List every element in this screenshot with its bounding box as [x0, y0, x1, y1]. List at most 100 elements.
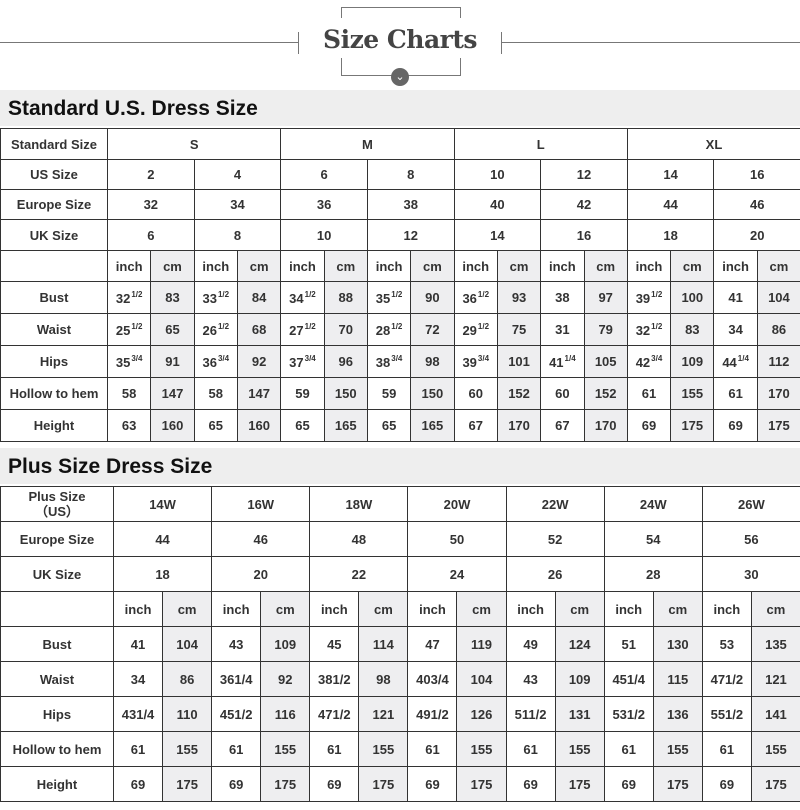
- value-cell-text: 150: [421, 386, 444, 401]
- row-label: UK Size: [0, 219, 108, 251]
- value-cell: 119: [456, 626, 507, 662]
- value-cell: 31: [540, 313, 585, 346]
- value-cell-text: 69: [327, 776, 342, 792]
- unit-cell-text: cm: [570, 601, 590, 617]
- value-cell-text: 116: [274, 706, 296, 722]
- value-cell-text: 69: [728, 418, 743, 433]
- value-cell: 59: [280, 377, 325, 410]
- value-cell: 381/2: [309, 661, 360, 697]
- size-cell-text: 16: [576, 227, 592, 243]
- unit-cell: cm: [260, 591, 311, 627]
- page-title: Size Charts: [323, 25, 477, 54]
- size-cell: 30: [701, 556, 800, 592]
- value-cell: 155: [670, 377, 715, 410]
- size-cell: 26: [505, 556, 605, 592]
- value-cell: 69: [603, 766, 654, 802]
- size-cell-text: 10: [490, 167, 505, 182]
- value-cell: 441/4: [713, 345, 758, 378]
- unit-cell: inch: [112, 591, 164, 627]
- fraction: 1/2: [391, 321, 403, 331]
- value-cell: 65: [150, 313, 195, 346]
- value-cell: 175: [756, 409, 800, 442]
- size-cell: 14W: [112, 486, 213, 522]
- size-cell: 4: [193, 159, 282, 190]
- size-cell-text: 18: [663, 227, 678, 243]
- value-cell: 61: [407, 731, 458, 767]
- value-cell: 155: [750, 731, 800, 767]
- measurement-row: Waist 34 86 361/4 92 381/2 98 403/4 104 43 109 451/…: [0, 661, 800, 697]
- value-cell: 150: [323, 377, 368, 410]
- size-cell: 16W: [211, 486, 311, 522]
- size-cell: 20: [713, 219, 800, 251]
- value-cell: 124: [554, 626, 605, 662]
- value-cell: 69: [713, 409, 758, 442]
- value-cell: 79: [583, 313, 628, 346]
- measurement-row: Hollow to hem 61 155 61 155 61 155 61 155 61 155 61…: [0, 731, 800, 767]
- size-cell-text: 46: [253, 531, 268, 547]
- value-cell: 86: [162, 661, 213, 697]
- unit-cell-text: cm: [596, 258, 616, 274]
- value-cell-text: 403/4: [416, 671, 449, 687]
- row-label-text: Waist: [36, 322, 72, 337]
- value-cell-text: 49: [523, 636, 538, 652]
- unit-cell-text: cm: [509, 258, 529, 274]
- row-label: US Size: [0, 159, 108, 190]
- value-cell-text: 35: [115, 354, 131, 370]
- value-cell-text: 29: [462, 322, 477, 338]
- value-cell-text: 112: [768, 354, 790, 369]
- value-cell-text: 175: [372, 776, 395, 792]
- value-cell-text: 45: [327, 636, 342, 652]
- unit-cell: inch: [505, 591, 556, 627]
- value-cell-text: 41: [130, 636, 146, 652]
- value-cell: 331/2: [193, 281, 238, 314]
- value-cell: 60: [453, 377, 498, 410]
- size-cell: 26W: [701, 486, 800, 522]
- unit-cell-text: inch: [548, 258, 576, 274]
- size-cell: 46: [713, 189, 800, 220]
- value-cell: 43: [211, 626, 262, 662]
- value-cell-text: 65: [381, 418, 397, 433]
- value-cell: 69: [407, 766, 458, 802]
- value-cell-text: 51: [621, 636, 636, 652]
- value-cell: 141: [750, 696, 800, 732]
- row-label: Bust: [0, 281, 108, 314]
- fraction: 1/2: [651, 321, 663, 331]
- unit-cell: inch: [701, 591, 752, 627]
- unit-cell-text: inch: [517, 601, 544, 617]
- value-cell-text: 36: [202, 354, 217, 370]
- unit-cell: inch: [453, 250, 498, 282]
- value-cell: 150: [410, 377, 455, 410]
- value-cell: 251/2: [106, 313, 152, 346]
- value-cell: 170: [756, 377, 800, 410]
- value-cell-text: 170: [594, 418, 617, 433]
- value-cell: 175: [358, 766, 409, 802]
- size-cell-text: 14: [663, 167, 678, 182]
- size-cell-text: 28: [646, 566, 661, 582]
- value-cell: 471/2: [309, 696, 360, 732]
- size-cell-text: 10: [316, 227, 332, 243]
- value-cell: 68: [236, 313, 282, 346]
- value-cell: 281/2: [366, 313, 412, 346]
- unit-cell: cm: [150, 250, 195, 282]
- value-cell: 160: [236, 409, 282, 442]
- unit-cell-text: cm: [423, 258, 442, 274]
- value-cell-text: 491/2: [416, 706, 449, 722]
- unit-cell-text: cm: [249, 258, 269, 274]
- value-cell: 38: [540, 281, 585, 314]
- value-cell-text: 551/2: [710, 706, 744, 722]
- value-cell: 61: [309, 731, 360, 767]
- value-cell-text: 83: [165, 290, 180, 305]
- size-cell: 8: [193, 219, 282, 251]
- value-cell-text: 61: [523, 741, 538, 757]
- fraction: 1/2: [304, 321, 316, 331]
- size-cell-text: 24: [449, 566, 465, 582]
- value-cell-text: 86: [771, 322, 787, 337]
- unit-cell: cm: [670, 250, 715, 282]
- size-cell: S: [106, 128, 282, 160]
- unit-cell-text: inch: [289, 258, 316, 274]
- size-cell: 24W: [603, 486, 703, 522]
- value-cell: 147: [236, 377, 282, 410]
- uk-row: UK Size 6 8 10 12 14 16 18 20: [0, 219, 800, 251]
- value-cell-text: 381/2: [318, 671, 351, 687]
- value-cell: 61: [112, 731, 164, 767]
